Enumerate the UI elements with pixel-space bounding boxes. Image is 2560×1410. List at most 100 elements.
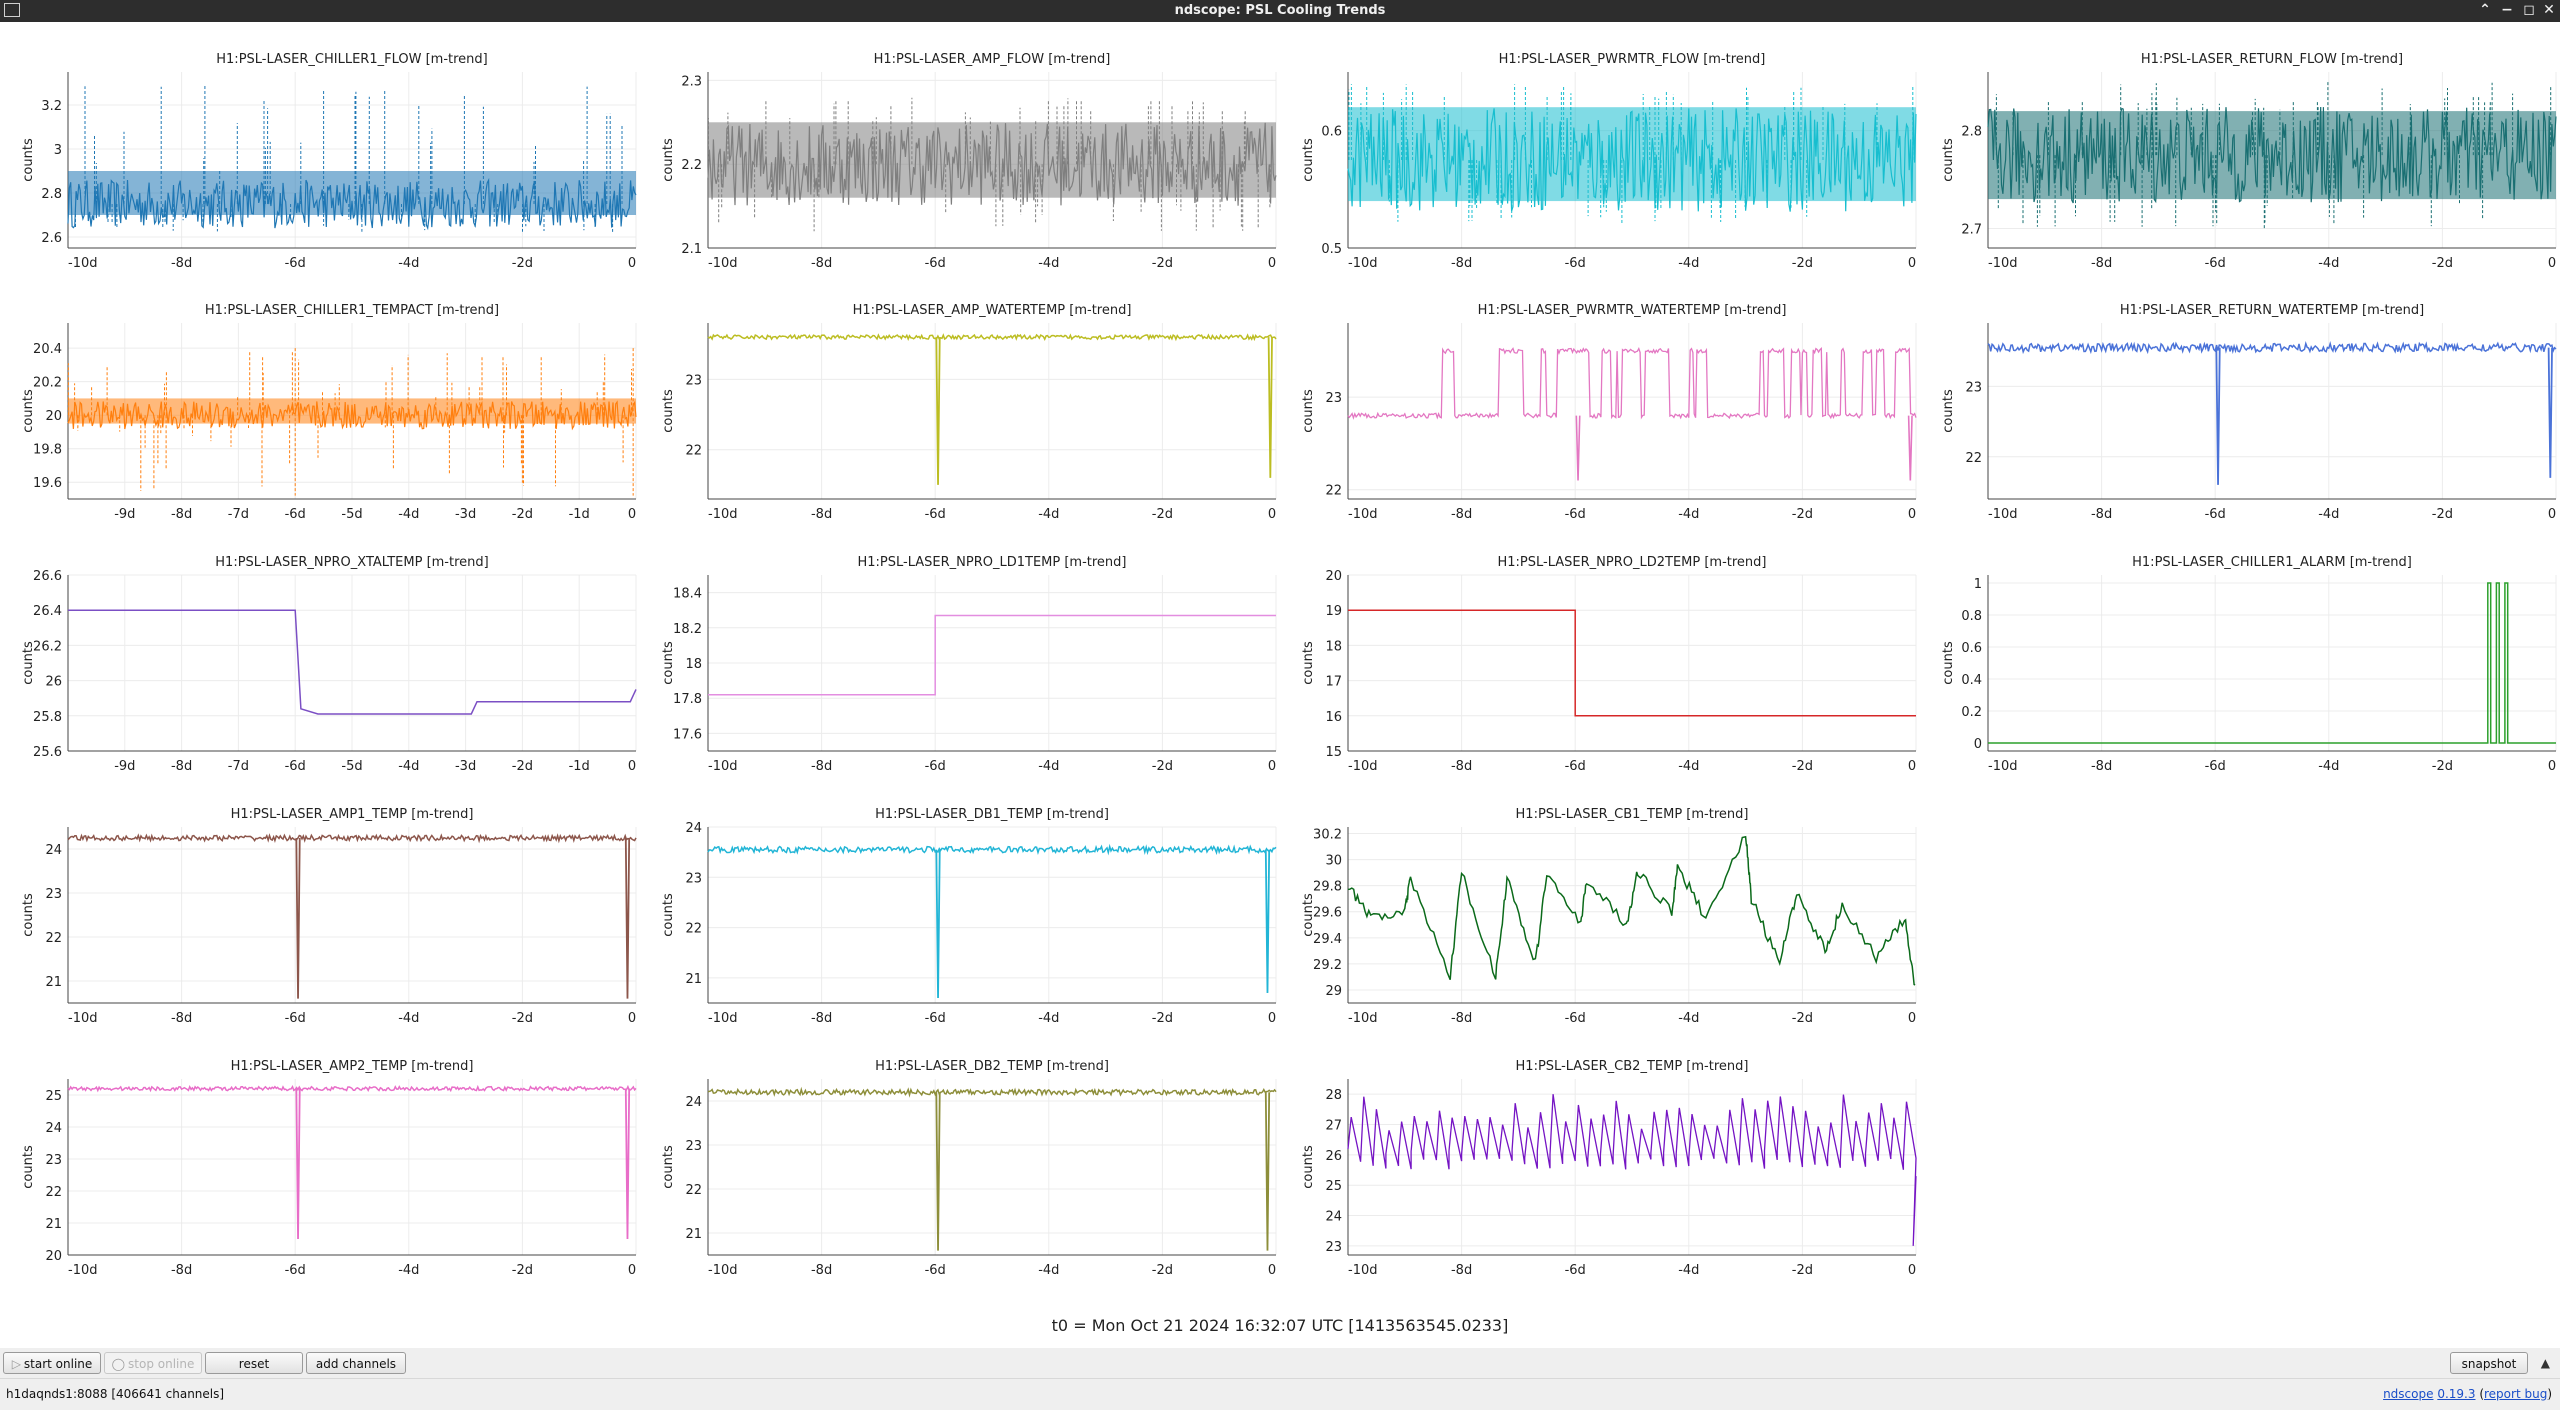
trend-plot[interactable]: H1:PSL-LASER_CB2_TEMP [m-trend] counts 23 2… [1280, 1029, 1920, 1279]
add-channels-button[interactable]: add channels [306, 1352, 406, 1374]
y-tick-label: 23 [1325, 391, 1342, 406]
trend-plot[interactable]: H1:PSL-LASER_AMP_WATERTEMP [m-trend] coun… [640, 273, 1280, 523]
y-tick-label: 22 [685, 922, 702, 937]
x-tick-label: -8d [171, 1011, 192, 1026]
data-dip [1575, 415, 1581, 481]
y-axis-label: counts [1941, 138, 1956, 182]
plot-title: H1:PSL-LASER_CHILLER1_FLOW [m-trend] [216, 52, 487, 67]
x-tick-label: -8d [171, 256, 192, 271]
t0-label: t0 = Mon Oct 21 2024 16:32:07 UTC [14135… [1051, 1316, 1509, 1335]
trend-plot[interactable]: H1:PSL-LASER_NPRO_LD2TEMP [m-trend] count… [1280, 525, 1920, 775]
y-axis-label: counts [1301, 138, 1316, 182]
x-tick-label: -4d [1678, 1011, 1699, 1026]
trend-plot[interactable]: H1:PSL-LASER_NPRO_LD1TEMP [m-trend] count… [640, 525, 1280, 775]
trend-plot[interactable]: H1:PSL-LASER_CB1_TEMP [m-trend] counts 29 2… [1280, 777, 1920, 1027]
x-tick-label: -6d [2205, 256, 2226, 271]
x-tick-label: -10d [708, 256, 738, 271]
data-series-line [1347, 835, 1916, 986]
trend-plot[interactable]: H1:PSL-LASER_RETURN_FLOW [m-trend] counts… [1920, 22, 2560, 272]
trend-plot[interactable]: H1:PSL-LASER_DB2_TEMP [m-trend] counts 21 2… [640, 1029, 1280, 1279]
x-tick-label: -6d [925, 1263, 946, 1278]
x-tick-label: -4d [1038, 507, 1059, 522]
y-tick-label: 25 [1325, 1179, 1342, 1194]
y-tick-label: 22 [1325, 484, 1342, 499]
data-series-line [708, 614, 1276, 696]
close-icon[interactable]: ✕ [2543, 2, 2555, 18]
y-tick-label: 17.6 [673, 727, 702, 742]
data-series-line [67, 1084, 637, 1093]
y-tick-label: 29.4 [1313, 932, 1342, 947]
data-dip [1267, 337, 1273, 478]
x-tick-label: -2d [2432, 507, 2453, 522]
x-tick-label: -2d [1792, 759, 1813, 774]
trend-plot[interactable]: H1:PSL-LASER_DB1_TEMP [m-trend] counts 21 2… [640, 777, 1280, 1027]
plot-title: H1:PSL-LASER_DB1_TEMP [m-trend] [875, 807, 1109, 822]
chevron-up-icon[interactable]: ⌃ [2479, 2, 2491, 18]
maximize-icon[interactable]: ◻ [2523, 2, 2535, 18]
minimize-icon[interactable]: − [2501, 2, 2513, 18]
y-tick-label: 21 [45, 1217, 62, 1232]
start-online-button[interactable]: ▷ start online [3, 1352, 101, 1374]
y-tick-label: 19.8 [33, 443, 62, 458]
window-title: ndscope: PSL Cooling Trends [1174, 3, 1386, 18]
x-tick-label: 0 [1268, 256, 1276, 271]
x-tick-label: -4d [1038, 1263, 1059, 1278]
x-tick-label: -6d [1565, 256, 1586, 271]
trend-plot[interactable]: H1:PSL-LASER_CHILLER1_FLOW [m-trend] coun… [0, 22, 640, 272]
x-tick-label: -8d [811, 507, 832, 522]
data-dip [295, 1088, 301, 1240]
snapshot-button[interactable]: snapshot [2450, 1352, 2528, 1374]
x-tick-label: -8d [2091, 256, 2112, 271]
x-tick-label: -4d [398, 759, 419, 774]
x-tick-label: -10d [1988, 759, 2018, 774]
y-tick-label: 0.8 [1961, 609, 1982, 624]
y-tick-label: 20 [45, 409, 62, 424]
x-tick-label: -4d [1038, 256, 1059, 271]
y-tick-label: 0 [1974, 737, 1982, 752]
x-tick-label: -2d [1152, 256, 1173, 271]
y-tick-label: 23 [1965, 380, 1982, 395]
trend-plot[interactable]: H1:PSL-LASER_AMP2_TEMP [m-trend] counts 20… [0, 1029, 640, 1279]
trend-plot[interactable]: H1:PSL-LASER_PWRMTR_WATERTEMP [m-trend] c… [1280, 273, 1920, 523]
y-tick-label: 22 [685, 444, 702, 459]
y-tick-label: 18.2 [673, 622, 702, 637]
stop-online-button[interactable]: ◯ stop online [104, 1352, 202, 1374]
trend-plot[interactable]: H1:PSL-LASER_RETURN_WATERTEMP [m-trend] c… [1920, 273, 2560, 523]
y-tick-label: 22 [45, 1185, 62, 1200]
x-tick-label: -10d [1988, 507, 2018, 522]
y-tick-label: 17.8 [673, 692, 702, 707]
report-bug-link[interactable]: report bug [2484, 1387, 2548, 1401]
y-tick-label: 20.4 [33, 342, 62, 357]
y-tick-label: 3.2 [41, 99, 62, 114]
x-tick-label: -8d [2091, 759, 2112, 774]
trend-plot[interactable]: H1:PSL-LASER_CHILLER1_TEMPACT [m-trend] c… [0, 273, 640, 523]
y-tick-label: 2.6 [41, 231, 62, 246]
data-dip [624, 837, 631, 999]
y-tick-label: 24 [1325, 1210, 1342, 1225]
y-tick-label: 29.2 [1313, 958, 1342, 973]
y-tick-label: 29 [1325, 984, 1342, 999]
reset-button[interactable]: reset [205, 1352, 303, 1374]
version-link[interactable]: 0.19.3 [2437, 1387, 2476, 1401]
trend-plot[interactable]: H1:PSL-LASER_AMP1_TEMP [m-trend] counts 21… [0, 777, 640, 1027]
expand-triangle-icon[interactable]: ▲ [2540, 1356, 2550, 1370]
app-name-link[interactable]: ndscope [2383, 1387, 2434, 1401]
trend-plot[interactable]: H1:PSL-LASER_AMP_FLOW [m-trend] counts 2.1… [640, 22, 1280, 272]
y-axis-label: counts [21, 389, 36, 433]
y-axis-label: counts [661, 389, 676, 433]
x-tick-label: -6d [925, 507, 946, 522]
x-tick-label: -6d [285, 759, 306, 774]
x-tick-label: -8d [811, 1011, 832, 1026]
y-tick-label: 0.6 [1321, 125, 1342, 140]
trend-plot[interactable]: H1:PSL-LASER_CHILLER1_ALARM [m-trend] cou… [1920, 525, 2560, 775]
x-tick-label: -10d [68, 1011, 98, 1026]
x-tick-label: -5d [341, 759, 362, 774]
y-tick-label: 20 [1325, 569, 1342, 584]
trend-plot[interactable]: H1:PSL-LASER_NPRO_XTALTEMP [m-trend] coun… [0, 525, 640, 775]
x-tick-label: -2d [1792, 256, 1813, 271]
data-series-line [707, 122, 1277, 206]
y-tick-label: 22 [1965, 451, 1982, 466]
trend-plot[interactable]: H1:PSL-LASER_PWRMTR_FLOW [m-trend] counts… [1280, 22, 1920, 272]
data-series-line [1348, 609, 1916, 717]
data-dip [2547, 347, 2553, 478]
